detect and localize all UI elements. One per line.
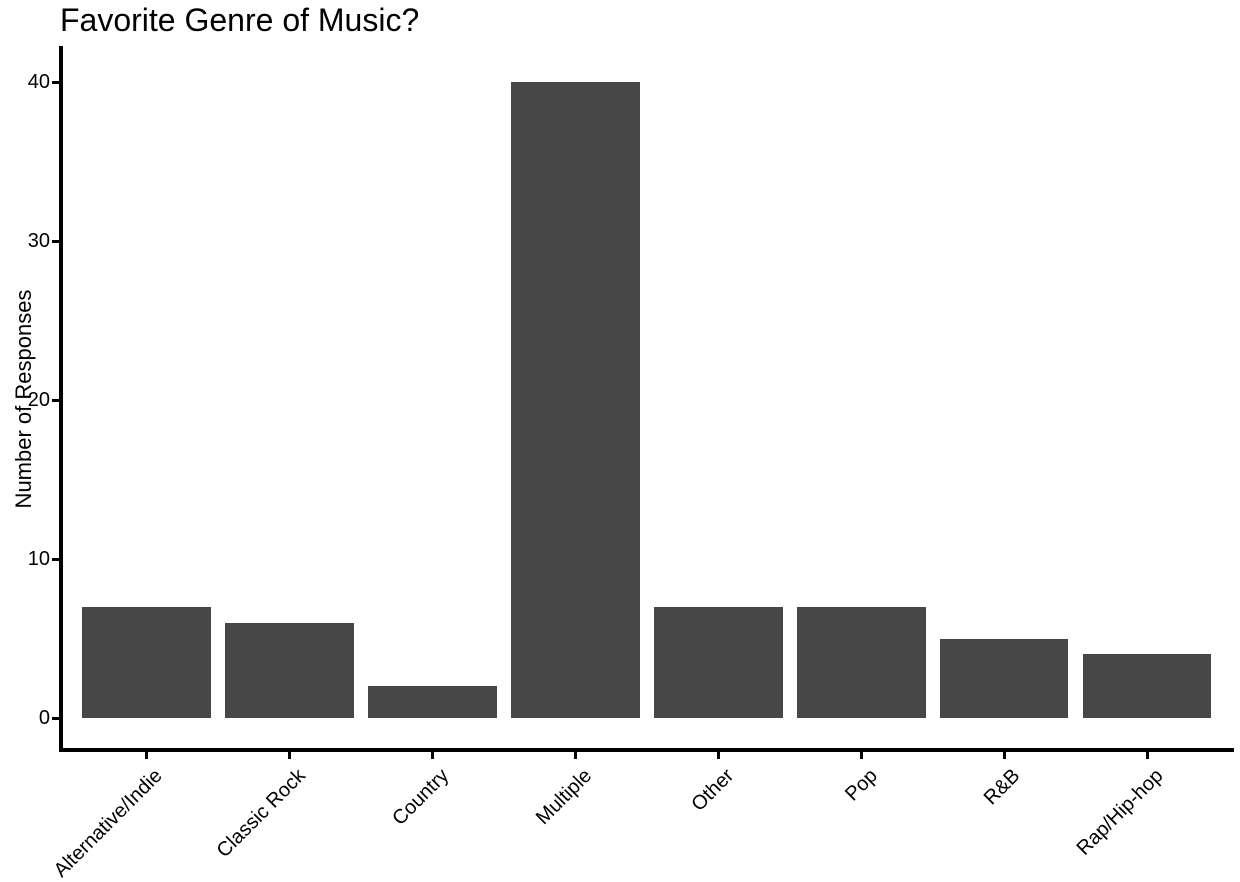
chart-title: Favorite Genre of Music? xyxy=(60,2,420,38)
y-tick-mark xyxy=(52,716,59,720)
bar-3 xyxy=(511,82,640,718)
bar-7 xyxy=(1082,654,1212,718)
y-tick-label: 30 xyxy=(27,230,50,252)
x-axis-line xyxy=(59,748,1234,752)
x-tick-label: Other xyxy=(687,764,739,816)
x-tick-mark xyxy=(431,752,435,759)
x-tick-label: R&B xyxy=(979,764,1025,810)
y-tick-mark xyxy=(52,557,59,561)
bar-6 xyxy=(939,638,1069,718)
bar-4 xyxy=(654,606,783,718)
x-tick-mark xyxy=(573,752,577,759)
y-tick-mark xyxy=(52,398,59,402)
x-tick-mark xyxy=(716,752,720,759)
bar-5 xyxy=(796,606,926,718)
x-tick-mark xyxy=(1002,752,1006,759)
y-tick-label: 40 xyxy=(27,71,50,93)
x-tick-mark xyxy=(1145,752,1149,759)
x-tick-label: Country xyxy=(387,764,453,830)
x-tick-label: Multiple xyxy=(531,764,596,829)
bar-2 xyxy=(368,686,497,718)
x-tick-mark xyxy=(859,752,863,759)
y-tick-mark xyxy=(52,239,59,243)
y-tick-label: 20 xyxy=(27,389,50,411)
x-tick-mark xyxy=(145,752,149,759)
x-tick-label: Alternative/Indie xyxy=(50,764,168,882)
y-tick-label: 0 xyxy=(38,707,50,729)
x-tick-label: Pop xyxy=(840,764,882,806)
bar-0 xyxy=(82,606,212,718)
y-tick-mark xyxy=(52,80,59,84)
x-tick-label: Rap/Hip-hop xyxy=(1072,764,1168,860)
x-tick-mark xyxy=(288,752,292,759)
bar-1 xyxy=(225,622,354,718)
y-tick-label: 10 xyxy=(27,548,50,570)
y-axis-line xyxy=(59,46,63,752)
x-tick-label: Classic Rock xyxy=(212,764,310,862)
